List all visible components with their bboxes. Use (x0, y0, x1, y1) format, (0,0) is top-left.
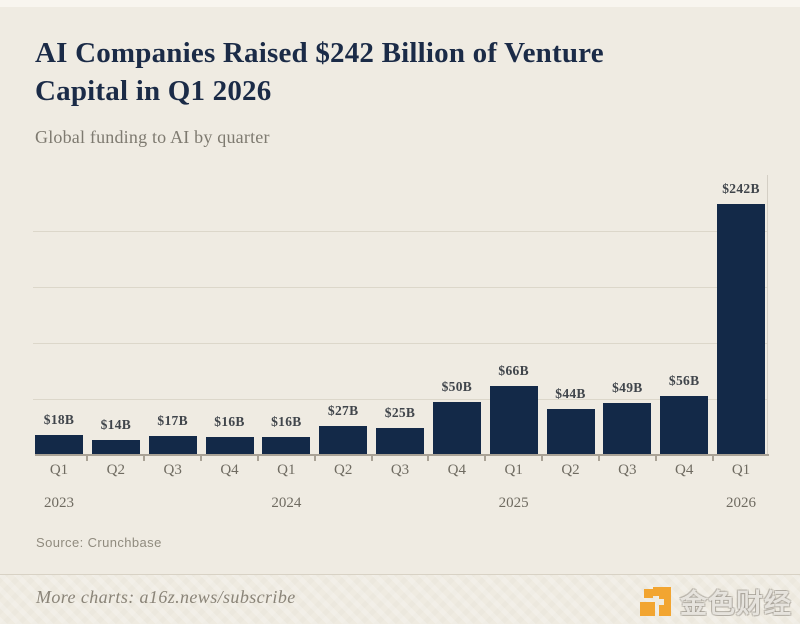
gridline (33, 399, 767, 400)
bar-value-label: $16B (271, 414, 302, 429)
x-axis-year-labels: 2023 2024 2025 2026 (35, 495, 765, 515)
gridline (33, 287, 767, 288)
watermark: 金色财经 (640, 582, 792, 621)
bar-value-label: $50B (441, 379, 473, 394)
axis-tick (541, 456, 544, 461)
bar-value-label: $242B (722, 181, 760, 196)
bar (489, 386, 538, 454)
x-tick-label: Q3 (163, 462, 182, 478)
axis-tick (711, 456, 714, 461)
x-tick-label: Q2 (106, 462, 125, 478)
bar-cell-q2-2024: $27B (319, 175, 368, 454)
bar-value-label: $17B (157, 413, 188, 428)
x-tick-label: Q2 (333, 462, 353, 478)
bar-chart-plot-area: $18B $14B $17B $16B $16B $27B $25B $50B $66B $44B… (33, 175, 769, 461)
bar (432, 402, 481, 454)
bar (660, 396, 709, 454)
axis-tick (654, 456, 657, 461)
x-tick-label: Q1 (731, 462, 751, 478)
bar (603, 403, 652, 454)
x-tick-label: Q1 (49, 462, 69, 478)
x-tick-label: Q4 (220, 462, 239, 478)
source-attribution: Source: Crunchbase (36, 535, 162, 550)
axis-tick (370, 456, 373, 461)
bar (91, 440, 140, 454)
bar-value-label: $27B (327, 403, 359, 418)
bar (205, 437, 254, 454)
plot-right-border (767, 175, 768, 456)
year-label-2023: 2023 (44, 495, 74, 511)
bar-value-label: $56B (668, 373, 700, 388)
axis-tick (484, 456, 487, 461)
bar-cell-q4-2025: $56B (660, 175, 709, 454)
bar-value-label: $44B (555, 386, 586, 401)
bar (35, 435, 83, 454)
bar-cell-q1-2023: $18B (35, 175, 83, 454)
bar-cell-q4-2024: $50B (432, 175, 481, 454)
watermark-text: 金色财经 (680, 589, 792, 619)
x-tick-label: Q3 (390, 462, 410, 478)
bar-value-label: $66B (498, 363, 529, 378)
bar-cell-q4-2023: $16B (205, 175, 254, 454)
bar (319, 426, 368, 454)
bar-cell-q2-2023: $14B (91, 175, 140, 454)
bar-cell-q2-2025: $44B (546, 175, 595, 454)
chart-subtitle: Global funding to AI by quarter (35, 127, 270, 147)
bar-value-label: $18B (43, 412, 75, 427)
x-axis-quarter-labels: Q1 Q2 Q3 Q4 Q1 Q2 Q3 Q4 Q1 Q2 Q3 Q4 Q1 (35, 462, 765, 482)
x-tick-label: Q3 (618, 462, 637, 478)
bar-value-label: $14B (100, 417, 132, 432)
x-tick-label: Q4 (447, 462, 466, 478)
bar-cell-q3-2024: $25B (376, 175, 424, 454)
year-label-2024: 2024 (271, 495, 302, 511)
bar (148, 436, 197, 454)
axis-tick (597, 456, 600, 461)
jinse-finance-logo-icon (640, 586, 671, 617)
axis-tick (200, 456, 203, 461)
x-tick-label: Q1 (277, 462, 296, 478)
x-axis-baseline (35, 454, 769, 456)
axis-tick (256, 456, 259, 461)
bar-cell-q1-2026: $242B (717, 175, 765, 454)
top-strip (0, 0, 800, 7)
bar-value-label: $16B (214, 414, 245, 429)
bar-cell-q1-2025: $66B (489, 175, 538, 454)
axis-tick (313, 456, 316, 461)
gridline (33, 231, 767, 232)
gridline (33, 343, 767, 344)
title-line-1: AI Companies Raised $242 Billion of Vent… (35, 37, 604, 69)
x-tick-label: Q4 (674, 462, 694, 478)
bar (717, 204, 765, 454)
axis-tick (427, 456, 430, 461)
bar (376, 428, 424, 454)
x-tick-label: Q1 (504, 462, 523, 478)
axis-tick (143, 456, 146, 461)
page-title: AI Companies Raised $242 Billion of Vent… (35, 34, 735, 110)
bar (262, 437, 311, 454)
bar-cell-q1-2024: $16B (262, 175, 311, 454)
year-label-2026: 2026 (726, 495, 756, 511)
axis-tick (86, 456, 89, 461)
bar-value-label: $25B (384, 405, 416, 420)
title-line-2: Capital in Q1 2026 (35, 75, 272, 107)
footer-band: More charts: a16z.news/subscribe 金色财经 (0, 574, 800, 624)
bar-cell-q3-2025: $49B (603, 175, 652, 454)
year-label-2025: 2025 (498, 495, 529, 511)
more-charts-link: More charts: a16z.news/subscribe (36, 587, 296, 607)
x-tick-label: Q2 (561, 462, 580, 478)
bar-cell-q3-2023: $17B (148, 175, 197, 454)
bar (546, 409, 595, 454)
bar-value-label: $49B (612, 380, 643, 395)
